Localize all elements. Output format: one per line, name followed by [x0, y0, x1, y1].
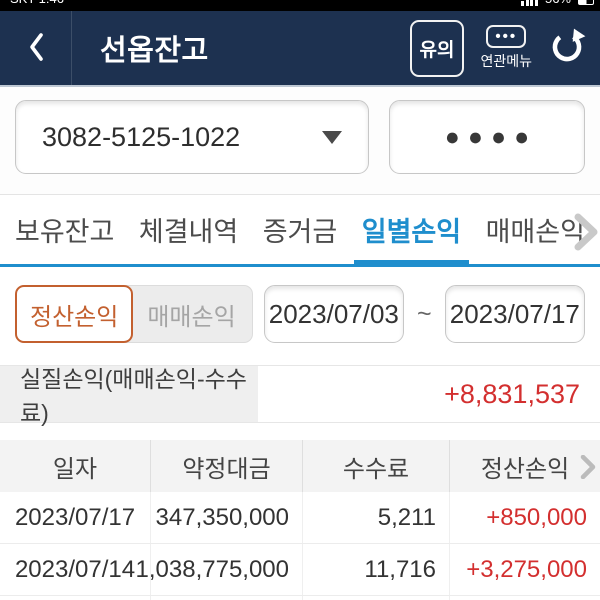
filter-row: 정산손익 매매손익 2023/07/03 ~ 2023/07/17 — [0, 267, 600, 359]
tab-daily-pl[interactable]: 일별손익 — [353, 195, 470, 267]
col-header-commission: 수수료 — [302, 440, 449, 492]
cell-contract-amount: 1,038,775,000 — [136, 544, 302, 595]
col-header-settlement-pl: 정산손익 — [449, 440, 600, 492]
date-range-separator: ~ — [417, 299, 432, 328]
app-header: 선옵잔고 유의 ••• 연관메뉴 — [0, 11, 600, 87]
table-row-partial[interactable] — [0, 596, 600, 600]
cell-contract-amount: 347,350,000 — [150, 492, 302, 543]
cell-settlement-pl: +850,000 — [449, 492, 600, 543]
page-title: 선옵잔고 — [100, 35, 209, 67]
net-pl-summary-row: 실질손익(매매손익-수수료) +8,831,537 — [0, 365, 600, 426]
chevron-left-icon — [25, 31, 47, 66]
password-masked-value: ●●●● — [444, 122, 538, 151]
tab-bar: 보유잔고 체결내역 증거금 일별손익 매매손익 — [0, 195, 600, 267]
cell-date: 2023/07/14 — [14, 555, 136, 583]
header-actions: 유의 ••• 연관메뉴 — [409, 19, 600, 77]
account-number: 3082-5125-1022 — [42, 121, 241, 152]
ellipsis-icon: ••• — [486, 25, 527, 48]
related-menu-button[interactable]: ••• 연관메뉴 — [480, 25, 532, 71]
refresh-button[interactable] — [548, 28, 586, 69]
account-section: 3082-5125-1022 ●●●● — [0, 87, 600, 195]
status-bar: SKT 1:46 56% — [0, 0, 600, 11]
col-header-date: 일자 — [52, 455, 98, 483]
daily-pl-table: 일자 약정대금 수수료 정산손익 2023/07/17 347,350,000 … — [0, 440, 600, 600]
tab-margin[interactable]: 증거금 — [263, 195, 338, 264]
cell-date: 2023/07/17 — [14, 503, 136, 531]
cell-settlement-pl: +3,275,000 — [449, 544, 600, 595]
net-pl-value: +8,831,537 — [444, 378, 580, 409]
notice-button[interactable]: 유의 — [409, 19, 465, 77]
pl-type-toggle: 정산손익 매매손익 — [15, 285, 253, 343]
password-field[interactable]: ●●●● — [389, 100, 585, 174]
net-pl-label: 실질손익(매매손익-수수료) — [0, 366, 258, 426]
chevron-right-icon — [580, 454, 596, 482]
battery-percent-label: 56% — [545, 0, 571, 8]
refresh-icon — [548, 28, 586, 69]
date-to-input[interactable]: 2023/07/17 — [444, 285, 586, 343]
back-button[interactable] — [0, 11, 72, 85]
date-from-input[interactable]: 2023/07/03 — [263, 285, 405, 343]
tab-trading-pl[interactable]: 매매손익 — [486, 195, 585, 264]
tabs-scroll-right-button[interactable] — [572, 213, 600, 254]
account-select[interactable]: 3082-5125-1022 — [15, 100, 369, 174]
toggle-settlement-pl[interactable]: 정산손익 — [15, 285, 134, 343]
col-header-contract-amount: 약정대금 — [150, 440, 302, 492]
chevron-right-icon — [572, 213, 600, 254]
dropdown-caret-icon — [322, 130, 342, 144]
cell-commission: 5,211 — [302, 492, 449, 543]
signal-bars-icon — [521, 0, 538, 6]
table-scroll-right-button[interactable] — [580, 454, 596, 482]
tab-holdings[interactable]: 보유잔고 — [15, 195, 114, 264]
tab-executions[interactable]: 체결내역 — [139, 195, 238, 264]
carrier-time-label: SKT 1:46 — [10, 0, 64, 8]
cell-commission: 11,716 — [302, 544, 449, 595]
table-row[interactable]: 2023/07/17 347,350,000 5,211 +850,000 — [0, 492, 600, 544]
table-header-row: 일자 약정대금 수수료 정산손익 — [0, 440, 600, 492]
related-menu-label: 연관메뉴 — [480, 53, 532, 69]
battery-icon — [578, 0, 594, 5]
table-row[interactable]: 2023/07/14 1,038,775,000 11,716 +3,275,0… — [0, 544, 600, 596]
toggle-trading-pl[interactable]: 매매손익 — [125, 285, 253, 343]
